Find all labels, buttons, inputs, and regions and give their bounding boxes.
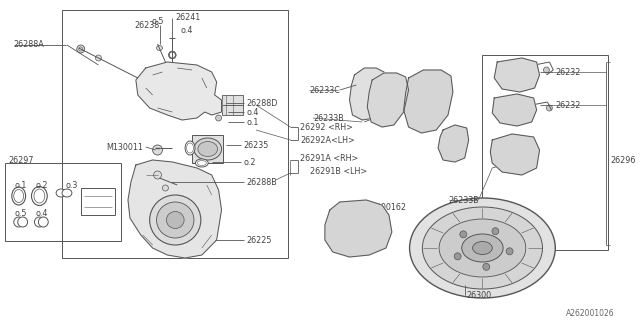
Ellipse shape	[157, 202, 194, 238]
Polygon shape	[404, 70, 453, 133]
Ellipse shape	[194, 138, 221, 160]
Text: 26241: 26241	[175, 12, 200, 21]
Ellipse shape	[492, 228, 499, 235]
Ellipse shape	[460, 231, 467, 238]
Ellipse shape	[195, 159, 208, 167]
Ellipse shape	[154, 171, 161, 179]
Text: 26297: 26297	[8, 156, 33, 164]
Text: 26288A: 26288A	[14, 39, 45, 49]
Polygon shape	[490, 134, 540, 175]
Ellipse shape	[422, 207, 543, 289]
Ellipse shape	[161, 171, 170, 179]
Ellipse shape	[166, 212, 184, 228]
Text: 26288B: 26288B	[246, 178, 277, 187]
Bar	[5, 163, 121, 241]
Ellipse shape	[161, 78, 189, 101]
Ellipse shape	[14, 217, 24, 227]
Ellipse shape	[472, 242, 492, 254]
Polygon shape	[136, 62, 221, 120]
Ellipse shape	[31, 187, 47, 205]
Ellipse shape	[34, 189, 45, 203]
Text: o.1: o.1	[246, 117, 259, 126]
Ellipse shape	[198, 141, 218, 156]
Bar	[221, 105, 243, 115]
Ellipse shape	[483, 263, 490, 270]
Polygon shape	[349, 68, 386, 120]
Text: M130011: M130011	[106, 142, 143, 151]
Text: o.4: o.4	[180, 26, 193, 35]
Bar	[221, 95, 243, 105]
Ellipse shape	[150, 195, 201, 245]
Text: 26233B: 26233B	[313, 114, 344, 123]
Ellipse shape	[62, 189, 72, 197]
Text: o.1: o.1	[15, 180, 27, 189]
Ellipse shape	[168, 84, 182, 96]
Text: o.4: o.4	[246, 108, 259, 116]
Text: o.5: o.5	[15, 209, 28, 218]
Polygon shape	[325, 200, 392, 257]
Polygon shape	[128, 160, 221, 258]
Text: 26291A <RH>: 26291A <RH>	[300, 154, 358, 163]
Ellipse shape	[462, 234, 503, 262]
Ellipse shape	[410, 198, 556, 298]
Ellipse shape	[35, 217, 44, 227]
Polygon shape	[367, 73, 408, 127]
Bar	[62, 10, 289, 258]
Ellipse shape	[454, 253, 461, 260]
Text: 26292A<LH>: 26292A<LH>	[300, 135, 355, 145]
Ellipse shape	[547, 105, 552, 111]
Ellipse shape	[422, 100, 432, 110]
Ellipse shape	[216, 105, 221, 111]
Ellipse shape	[216, 115, 221, 121]
Text: 26233C: 26233C	[309, 85, 340, 94]
Text: 26300: 26300	[467, 292, 492, 300]
Polygon shape	[438, 125, 468, 162]
Polygon shape	[492, 94, 536, 126]
Text: A262001026: A262001026	[566, 308, 615, 317]
Bar	[192, 135, 223, 163]
Text: 26291B <LH>: 26291B <LH>	[310, 166, 367, 175]
Ellipse shape	[439, 219, 526, 277]
Ellipse shape	[344, 218, 369, 238]
Text: 26288D: 26288D	[246, 99, 278, 108]
Text: M000162: M000162	[369, 203, 406, 212]
Text: 26238: 26238	[134, 20, 159, 29]
Ellipse shape	[77, 45, 84, 53]
Text: o.2: o.2	[35, 180, 48, 189]
Ellipse shape	[95, 55, 101, 61]
Ellipse shape	[187, 143, 193, 153]
Text: 26235: 26235	[243, 140, 269, 149]
Text: o.5: o.5	[152, 17, 164, 26]
Ellipse shape	[329, 209, 337, 217]
Polygon shape	[494, 58, 540, 92]
Text: 26233B: 26233B	[448, 196, 479, 204]
Ellipse shape	[337, 212, 376, 244]
Text: 26296: 26296	[611, 156, 636, 164]
Ellipse shape	[506, 248, 513, 255]
Ellipse shape	[38, 217, 48, 227]
Ellipse shape	[197, 161, 206, 165]
Text: 26225: 26225	[246, 236, 271, 244]
Ellipse shape	[152, 145, 163, 155]
Text: 26292 <RH>: 26292 <RH>	[300, 123, 353, 132]
Ellipse shape	[543, 67, 549, 73]
Ellipse shape	[362, 91, 370, 99]
Bar	[81, 188, 115, 215]
Text: 26232: 26232	[556, 68, 580, 76]
Ellipse shape	[381, 99, 389, 107]
Ellipse shape	[163, 185, 168, 191]
Text: 26232: 26232	[556, 100, 580, 109]
Ellipse shape	[14, 189, 24, 203]
Ellipse shape	[185, 141, 195, 155]
Ellipse shape	[18, 217, 28, 227]
Ellipse shape	[56, 189, 66, 197]
Text: o.4: o.4	[35, 209, 48, 218]
Ellipse shape	[157, 45, 163, 51]
Ellipse shape	[157, 74, 194, 106]
Text: o.3: o.3	[66, 180, 78, 189]
Ellipse shape	[329, 241, 337, 249]
Bar	[483, 55, 609, 250]
Ellipse shape	[12, 187, 26, 205]
Text: o.2: o.2	[243, 157, 256, 166]
